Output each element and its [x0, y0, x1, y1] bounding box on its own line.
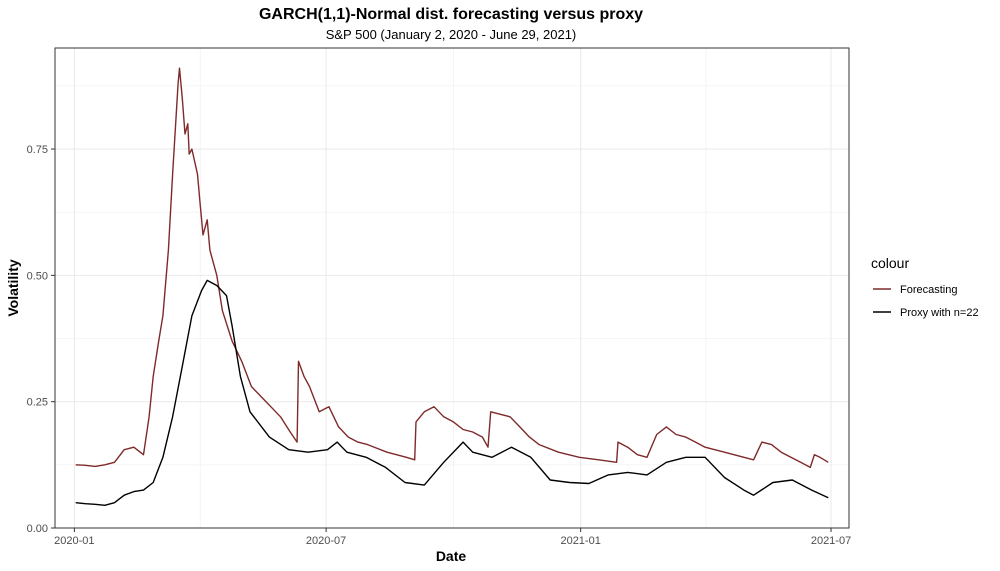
plot-border: [54, 47, 850, 529]
x-tick-label-2: 2021-01: [560, 535, 600, 547]
y-tick-label-2: 0.50: [27, 270, 48, 282]
grid-major: [55, 48, 849, 529]
y-tick-label-0: 0.00: [27, 523, 48, 535]
y-axis-title: Volatility: [5, 259, 21, 317]
x-tick-label-0: 2020-01: [54, 535, 94, 547]
y-axis: 0.00 0.25 0.50 0.75: [27, 144, 55, 535]
legend-label-proxy: Proxy with n=22: [900, 307, 979, 319]
y-tick-label-1: 0.25: [27, 397, 48, 409]
x-axis-title: Date: [436, 548, 467, 564]
x-tick-label-3: 2021-07: [811, 535, 851, 547]
chart-subtitle: S&P 500 (January 2, 2020 - June 29, 2021…: [326, 27, 577, 42]
series-line-0: [75, 67, 829, 469]
chart-title: GARCH(1,1)-Normal dist. forecasting vers…: [259, 6, 643, 23]
series-layer: [75, 67, 829, 506]
legend-title: colour: [871, 255, 909, 271]
x-axis: 2020-01 2020-07 2021-01 2021-07: [54, 528, 851, 547]
y-tick-label-3: 0.75: [27, 144, 48, 156]
series-line-1: [75, 279, 829, 506]
legend-label-forecasting: Forecasting: [900, 284, 957, 296]
legend: colour Forecasting Proxy with n=22: [871, 255, 979, 319]
plot-panel: [55, 48, 849, 528]
x-tick-label-1: 2020-07: [306, 535, 346, 547]
